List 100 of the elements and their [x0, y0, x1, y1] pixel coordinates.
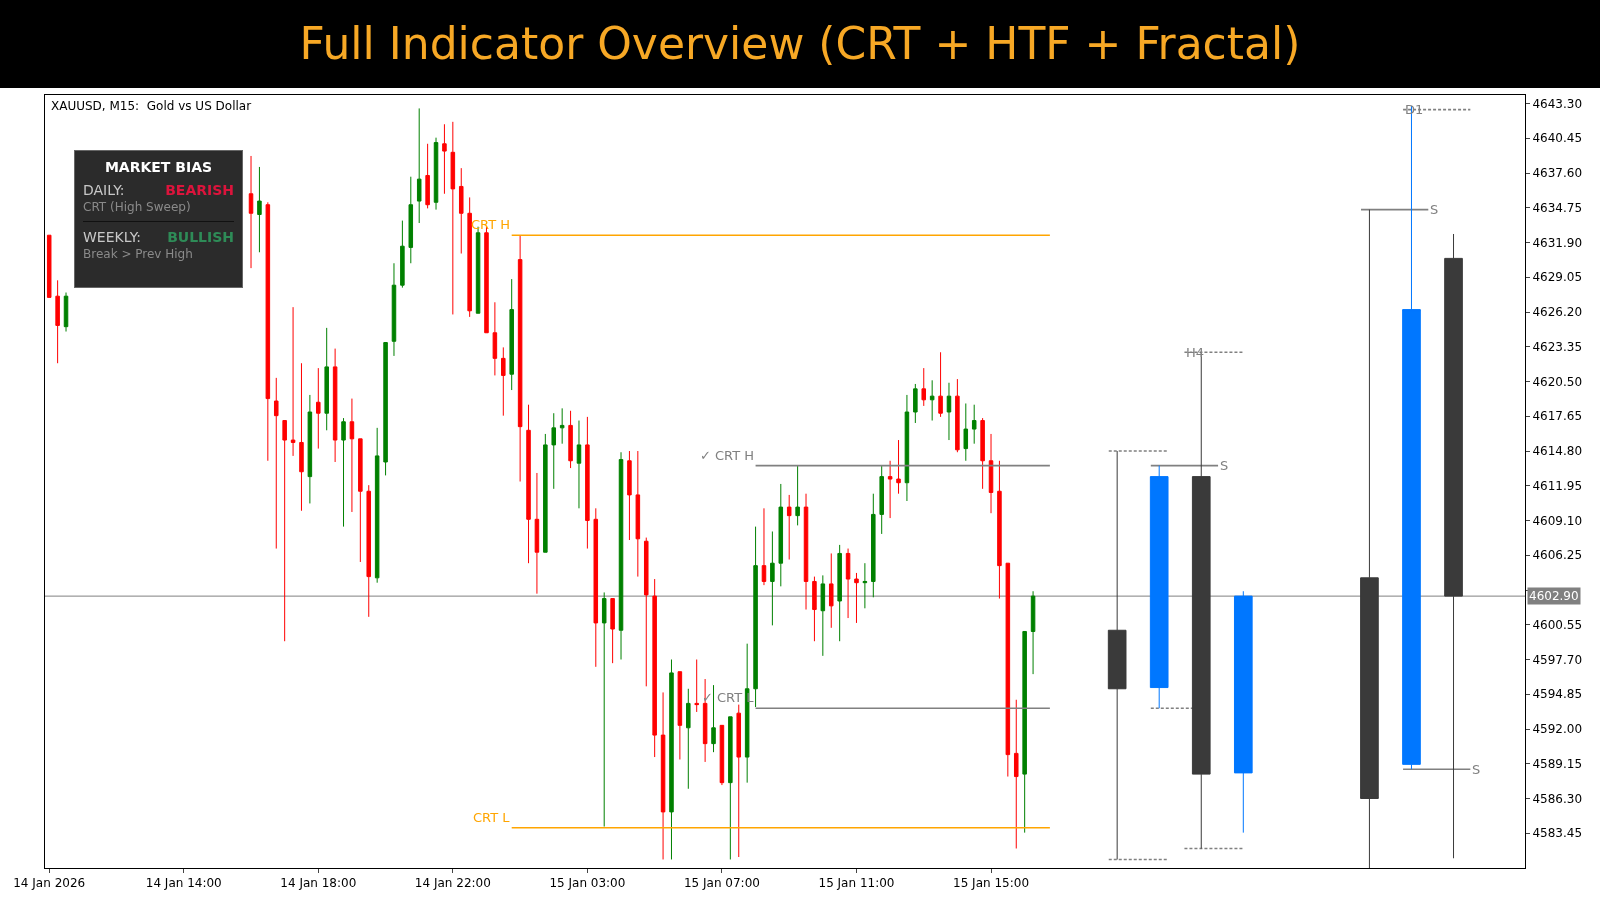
candlestick — [1360, 209, 1379, 868]
y-tick-label: 4583.45 — [1532, 826, 1583, 841]
candlestick — [677, 671, 683, 760]
candlestick — [955, 378, 960, 453]
candlestick — [618, 451, 624, 661]
annotation: CRT (High Sweep) — [83, 199, 192, 216]
candlestick — [1022, 630, 1027, 834]
y-tick-label: 4634.75 — [1532, 200, 1583, 215]
candlestick — [753, 526, 758, 708]
candlestick — [736, 704, 742, 858]
candlestick — [1402, 105, 1421, 770]
candlestick — [1149, 465, 1169, 709]
x-tick-label: 14 Jan 22:00 — [414, 876, 491, 891]
candlestick — [761, 507, 767, 586]
candlestick — [862, 562, 868, 609]
candlestick — [492, 301, 498, 376]
candlestick — [349, 398, 355, 513]
annotation: BULLISH — [167, 228, 235, 246]
annotation: WEEKLY: — [83, 228, 142, 246]
candlestick — [635, 450, 641, 578]
ref-line-label: 4602.90 — [1529, 589, 1579, 603]
candlestick — [374, 427, 380, 584]
candlestick — [770, 530, 775, 626]
candlestick — [433, 137, 439, 211]
candlestick — [526, 404, 531, 564]
x-tick-label: 15 Jan 03:00 — [549, 876, 626, 891]
y-tick-label: 4586.30 — [1532, 791, 1583, 806]
y-tick-label: 4594.85 — [1532, 687, 1583, 702]
candlestick — [778, 483, 784, 587]
y-tick-label: 4640.45 — [1532, 131, 1583, 146]
candlestick — [332, 348, 338, 463]
candlestick — [324, 327, 329, 431]
series-label: CRT L — [473, 810, 511, 825]
x-tick-label: 15 Jan 15:00 — [953, 876, 1030, 891]
x-tick-label: 15 Jan 07:00 — [683, 876, 760, 891]
candlestick — [837, 544, 842, 642]
candlestick — [988, 433, 994, 514]
candlestick — [963, 402, 969, 462]
y-tick-label: 4629.05 — [1532, 270, 1583, 285]
candlestick — [610, 598, 615, 664]
candlestick — [450, 121, 456, 315]
candlestick — [248, 155, 254, 269]
y-tick-label: 4643.30 — [1532, 96, 1583, 111]
candlestick — [585, 416, 590, 550]
x-tick-label: 14 Jan 2026 — [13, 876, 86, 891]
candlestick — [299, 362, 304, 512]
candlestick — [46, 234, 52, 298]
candlestick — [820, 574, 826, 657]
candlestick — [509, 278, 514, 391]
candlestick — [786, 494, 792, 561]
chart-subtitle: XAUUSD, M15: Gold vs US Dollar — [51, 99, 252, 113]
y-tick-label: 4606.25 — [1532, 548, 1583, 563]
y-tick-label: 4637.60 — [1532, 166, 1583, 181]
candlestick — [576, 420, 582, 509]
candlestick — [896, 439, 901, 495]
candlestick — [517, 234, 523, 482]
candlestick — [887, 460, 893, 519]
x-tick-label: 15 Jan 11:00 — [818, 876, 895, 891]
candlestick — [408, 176, 414, 264]
x-tick-label: 14 Jan 18:00 — [280, 876, 357, 891]
y-tick-label: 4623.35 — [1532, 339, 1583, 354]
candlestick — [383, 342, 388, 476]
candlestick — [307, 394, 313, 504]
candlestick — [568, 410, 573, 469]
candlestick — [501, 346, 506, 417]
y-tick-label: 4620.50 — [1532, 374, 1583, 389]
y-tick-label: 4614.80 — [1532, 444, 1583, 459]
candlestick — [63, 292, 69, 333]
candlestick — [282, 420, 287, 642]
y-tick-label: 4589.15 — [1532, 756, 1583, 771]
series-label: ✓ CRT H — [700, 448, 755, 463]
y-tick-label: 4617.65 — [1532, 409, 1583, 424]
candlestick — [467, 196, 472, 318]
candlestick — [812, 576, 817, 642]
y-tick-label: 4609.10 — [1532, 513, 1583, 528]
candlestick — [265, 201, 271, 462]
candlestick — [534, 472, 540, 595]
x-tick-label: 14 Jan 14:00 — [145, 876, 222, 891]
candlestick — [627, 450, 632, 541]
candlestick — [391, 262, 397, 357]
candlestick — [946, 382, 952, 441]
candlestick — [1233, 590, 1253, 834]
candlestick — [871, 493, 876, 598]
candlestick — [669, 659, 674, 860]
candlestick — [980, 417, 985, 490]
candlestick — [643, 537, 649, 687]
candlestick — [803, 493, 809, 611]
candlestick — [938, 351, 943, 418]
candlestick — [921, 367, 927, 407]
candlestick — [257, 166, 262, 253]
annotation: BEARISH — [165, 181, 235, 199]
candlestick — [879, 465, 884, 535]
series-label: S — [1220, 458, 1229, 473]
series-label: S — [1472, 762, 1481, 777]
candlestick — [425, 143, 430, 209]
candlestick — [694, 659, 699, 713]
candlestick — [904, 394, 910, 502]
candlestick — [559, 407, 565, 445]
candlestick — [1030, 590, 1036, 675]
candlestick — [1444, 233, 1463, 859]
